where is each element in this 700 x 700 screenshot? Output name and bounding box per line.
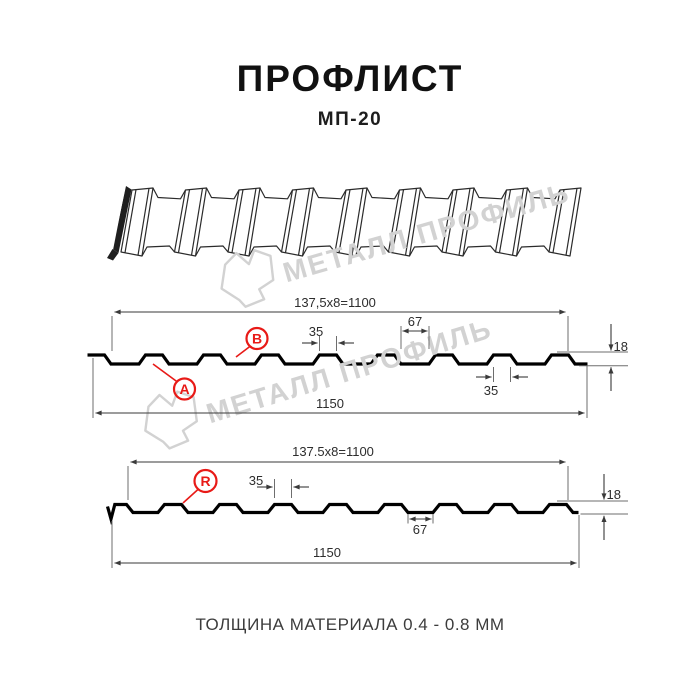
sheet-valley-line: [301, 245, 336, 257]
label-a-badge: [172, 377, 197, 401]
sheet-valley-line: [259, 187, 294, 200]
sheet-rib-edge: [297, 188, 311, 256]
dim-formula-label: 137,5x8=1100: [294, 295, 376, 310]
sheet-rib-edge: [177, 189, 191, 253]
label-b-letter: B: [252, 331, 262, 347]
sheet-cut-foot: [107, 249, 119, 261]
sheet-rib: [120, 187, 154, 257]
sheet-rib-edge: [338, 189, 351, 253]
label-r-badge: [193, 468, 218, 494]
sheet-valley-line: [194, 245, 229, 257]
sheet-valley-line: [152, 187, 187, 200]
watermark-1: МЕТАЛЛ ПРОФИЛЬ: [220, 177, 574, 308]
sheet-rib: [280, 187, 315, 257]
dim-rib-top-label: 35: [309, 324, 323, 339]
sheet-rib-edge: [552, 189, 565, 253]
sheet-valley-line: [366, 187, 401, 200]
sheet-valley-line: [205, 187, 240, 200]
sheet-rib-edge: [391, 189, 405, 253]
sheet-rib-edge: [190, 188, 204, 256]
sheet-rib-edge: [231, 189, 244, 253]
sheet-rib-edge: [244, 188, 257, 256]
dim-rib-bottom-label: 35: [484, 383, 498, 398]
material-thickness-note: ТОЛЩИНА МАТЕРИАЛА 0.4 - 0.8 ММ: [195, 615, 505, 634]
profile-3d-view: [107, 186, 582, 261]
sheet-cut-highlight: [112, 188, 125, 251]
sheet-rib-edge: [284, 189, 298, 253]
sheet-valley-line: [462, 245, 496, 257]
watermark-brand-text: МЕТАЛЛ ПРОФИЛЬ: [203, 313, 496, 429]
sheet-rib: [494, 187, 529, 257]
profile-section-ab: [87, 353, 588, 366]
page-title: ПРОФЛИСТ: [236, 58, 464, 99]
sheet-rib-edge: [351, 188, 364, 256]
sheet-rib-edge: [445, 189, 458, 253]
dim-rib-top-label: 35: [249, 473, 263, 488]
profile-outline: [87, 353, 588, 366]
profile-section-r: [105, 502, 579, 526]
sheet-rib-edge: [137, 188, 150, 256]
brand-logo-icon: [144, 390, 199, 450]
dim-formula-label: 137.5x8=1100: [292, 444, 374, 459]
sheet-rib: [387, 187, 422, 257]
header: ПРОФЛИСТ МП-20: [0, 58, 700, 131]
dim-total-width-label: 1150: [316, 396, 344, 411]
label-a-letter: A: [179, 381, 189, 397]
sheet-valley-line: [419, 187, 454, 200]
label-b-badge: [245, 326, 269, 351]
sheet-rib-edge: [458, 188, 471, 256]
sheet-rib-edge: [565, 188, 578, 256]
sheet-valley-line: [515, 245, 550, 257]
dim-height-label: 18: [614, 339, 628, 354]
section-r-dimensions: 137.5x8=1100 1150 35 67 18 R: [111, 444, 628, 568]
sheet-valley-line: [312, 187, 347, 200]
sheet-rib-edge: [124, 189, 137, 253]
dim-height-label: 18: [607, 487, 621, 502]
sheet-rib: [227, 187, 261, 257]
model-name: МП-20: [317, 109, 383, 130]
label-r-letter: R: [200, 473, 210, 489]
sheet-rib-edge: [404, 188, 418, 256]
sheet-rib: [334, 187, 368, 257]
sheet-valley-line: [141, 245, 175, 257]
watermark-brand-text: МЕТАЛЛ ПРОФИЛЬ: [280, 177, 574, 289]
dim-pan-label: 67: [413, 522, 427, 537]
brand-logo-icon: [220, 248, 275, 308]
sheet-rib-edge: [498, 189, 512, 253]
profile-outline: [105, 502, 579, 526]
sheet-rib: [173, 187, 208, 257]
sheet-valley-line: [355, 245, 389, 257]
dim-total-width-label: 1150: [313, 545, 341, 560]
dim-pan-label: 67: [408, 314, 422, 329]
sheet-rib: [548, 187, 582, 257]
section-ab-dimensions: 137,5x8=1100 1150 35 67 18 35 A B: [92, 295, 628, 418]
sheet-cut-edge: [112, 186, 132, 253]
sheet-valley-line: [473, 187, 508, 200]
sheet-valley-line: [248, 245, 282, 257]
watermark-2: МЕТАЛЛ ПРОФИЛЬ: [144, 313, 496, 450]
sheet-rib: [441, 187, 475, 257]
sheet-valley-line: [408, 245, 443, 257]
sheet-rib-edge: [511, 188, 525, 256]
sheet-valley-line: [526, 187, 561, 200]
